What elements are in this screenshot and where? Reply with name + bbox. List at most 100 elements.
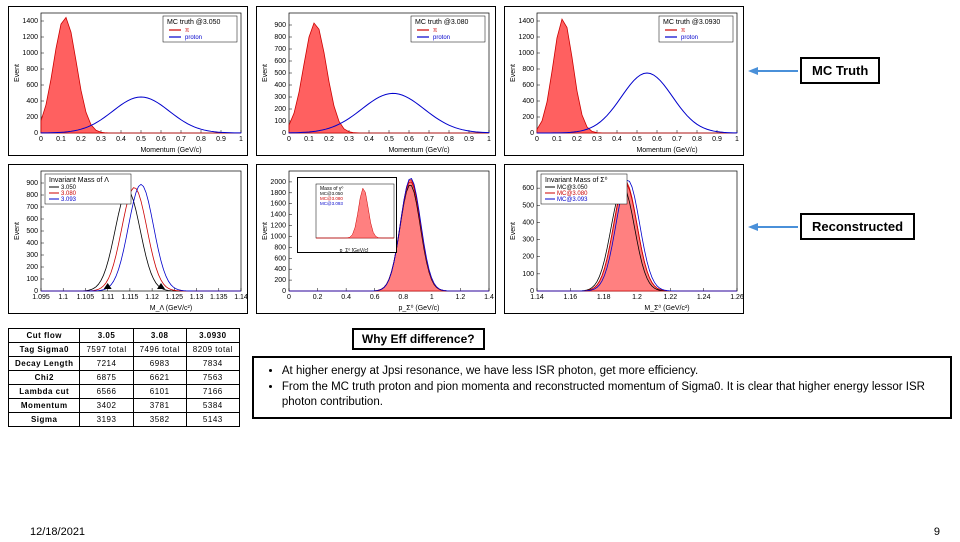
svg-text:1400: 1400 <box>22 18 38 25</box>
table-cell: 7214 <box>80 357 133 371</box>
svg-text:300: 300 <box>522 237 534 244</box>
svg-text:0.2: 0.2 <box>324 136 334 143</box>
svg-text:Event: Event <box>262 222 269 240</box>
svg-text:0.5: 0.5 <box>632 136 642 143</box>
svg-text:0: 0 <box>530 288 534 295</box>
svg-text:0: 0 <box>287 136 291 143</box>
svg-text:0: 0 <box>282 288 286 295</box>
svg-text:600: 600 <box>26 82 38 89</box>
svg-text:0.7: 0.7 <box>176 136 186 143</box>
table-row: Chi2687566217563 <box>9 371 240 385</box>
svg-text:Invariant Mass of Λ: Invariant Mass of Λ <box>49 177 109 184</box>
table-row: Decay Length721469837834 <box>9 357 240 371</box>
table-cell: 6983 <box>133 357 186 371</box>
svg-text:200: 200 <box>522 254 534 261</box>
svg-text:1: 1 <box>487 136 491 143</box>
svg-text:0.8: 0.8 <box>398 294 408 301</box>
svg-text:1.125: 1.125 <box>166 294 184 301</box>
svg-text:1000: 1000 <box>518 50 534 57</box>
why-eff-box: Why Eff difference? <box>352 328 485 350</box>
svg-text:1.135: 1.135 <box>210 294 228 301</box>
svg-text:0.9: 0.9 <box>464 136 474 143</box>
svg-text:1.095: 1.095 <box>32 294 50 301</box>
svg-text:200: 200 <box>26 264 38 271</box>
table-cell: 6621 <box>133 371 186 385</box>
svg-text:500: 500 <box>26 228 38 235</box>
table-cell: 5143 <box>186 413 239 427</box>
svg-text:1.14: 1.14 <box>234 294 247 301</box>
svg-text:900: 900 <box>274 22 286 29</box>
svg-text:1: 1 <box>735 136 739 143</box>
svg-text:Event: Event <box>262 64 269 82</box>
svg-text:Momentum (GeV/c): Momentum (GeV/c) <box>140 147 201 154</box>
svg-text:1600: 1600 <box>270 201 286 208</box>
svg-text:300: 300 <box>274 94 286 101</box>
svg-text:0.6: 0.6 <box>652 136 662 143</box>
svg-text:1000: 1000 <box>22 50 38 57</box>
svg-text:800: 800 <box>274 244 286 251</box>
chart-mc-3050: 00.10.20.30.40.50.60.70.80.9102004006008… <box>8 6 248 156</box>
svg-text:0.3: 0.3 <box>592 136 602 143</box>
chart-sigma-mass: 1.141.161.181.21.221.241.260100200300400… <box>504 164 744 314</box>
svg-text:1.24: 1.24 <box>697 294 711 301</box>
svg-text:π: π <box>433 28 437 34</box>
page-number: 9 <box>934 526 940 538</box>
bottom-section: Cut flow3.053.083.0930Tag Sigma07597 tot… <box>0 324 960 431</box>
bullet-item: From the MC truth proton and pion moment… <box>282 380 940 411</box>
svg-text:100: 100 <box>26 276 38 283</box>
svg-text:200: 200 <box>274 106 286 113</box>
svg-text:0.3: 0.3 <box>96 136 106 143</box>
svg-text:MC truth @3.0930: MC truth @3.0930 <box>663 19 720 26</box>
svg-text:800: 800 <box>26 66 38 73</box>
table-cell: 6101 <box>133 385 186 399</box>
bullet-item: At higher energy at Jpsi resonance, we h… <box>282 364 940 380</box>
svg-text:proton: proton <box>681 35 698 41</box>
table-row: Momentum340237815384 <box>9 399 240 413</box>
svg-text:500: 500 <box>274 70 286 77</box>
svg-text:1: 1 <box>430 294 434 301</box>
table-cell: 3781 <box>133 399 186 413</box>
svg-text:700: 700 <box>274 46 286 53</box>
svg-text:400: 400 <box>274 266 286 273</box>
table-cell: 3402 <box>80 399 133 413</box>
svg-text:900: 900 <box>26 180 38 187</box>
svg-text:300: 300 <box>26 252 38 259</box>
table-header: 3.08 <box>133 329 186 343</box>
svg-text:800: 800 <box>522 66 534 73</box>
svg-text:600: 600 <box>522 82 534 89</box>
svg-text:0.4: 0.4 <box>364 136 374 143</box>
svg-text:0.7: 0.7 <box>424 136 434 143</box>
svg-text:200: 200 <box>26 114 38 121</box>
svg-text:0.4: 0.4 <box>341 294 351 301</box>
svg-text:1.26: 1.26 <box>730 294 743 301</box>
svg-text:MC@3.093: MC@3.093 <box>557 197 588 203</box>
table-cell: 7834 <box>186 357 239 371</box>
svg-text:0.6: 0.6 <box>404 136 414 143</box>
table-cell: 5384 <box>186 399 239 413</box>
chart-lambda-mass: 1.0951.11.1051.111.1151.121.1251.131.135… <box>8 164 248 314</box>
svg-text:2000: 2000 <box>270 179 286 186</box>
svg-text:1.12: 1.12 <box>145 294 159 301</box>
table-cell: 6566 <box>80 385 133 399</box>
arrow-reconstructed <box>748 220 800 234</box>
table-cell: 7563 <box>186 371 239 385</box>
table-cell: Decay Length <box>9 357 80 371</box>
table-row: Sigma319335825143 <box>9 413 240 427</box>
svg-text:0: 0 <box>282 130 286 137</box>
svg-text:0.9: 0.9 <box>712 136 722 143</box>
svg-text:0.5: 0.5 <box>136 136 146 143</box>
svg-text:0: 0 <box>535 136 539 143</box>
svg-text:200: 200 <box>274 277 286 284</box>
svg-text:0.1: 0.1 <box>552 136 562 143</box>
bullets-box: At higher energy at Jpsi resonance, we h… <box>252 356 952 419</box>
table-cell: 3193 <box>80 413 133 427</box>
svg-text:400: 400 <box>522 98 534 105</box>
svg-text:800: 800 <box>26 192 38 199</box>
table-cell: Momentum <box>9 399 80 413</box>
svg-text:MC@3.093: MC@3.093 <box>320 201 343 206</box>
svg-text:600: 600 <box>26 216 38 223</box>
table-cell: Chi2 <box>9 371 80 385</box>
table-cell: 8209 total <box>186 343 239 357</box>
table-cell: Lambda cut <box>9 385 80 399</box>
svg-text:1.4: 1.4 <box>484 294 494 301</box>
